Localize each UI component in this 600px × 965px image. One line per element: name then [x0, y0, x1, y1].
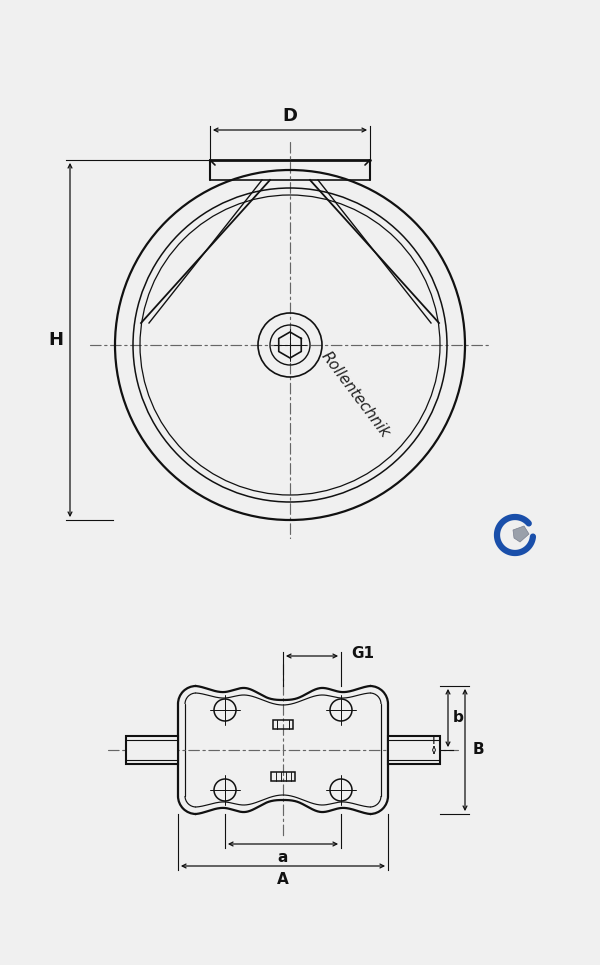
Text: T: T: [430, 733, 438, 747]
Text: H: H: [49, 331, 64, 349]
Polygon shape: [513, 526, 529, 542]
Bar: [271, 771, 295, 781]
Text: G1: G1: [352, 647, 374, 661]
Text: D: D: [283, 107, 298, 125]
Text: b: b: [452, 710, 463, 726]
Text: a: a: [278, 849, 288, 865]
Bar: [388, 736, 440, 764]
Bar: [126, 736, 178, 764]
Text: Rollentechnik: Rollentechnik: [318, 349, 392, 441]
Text: A: A: [277, 871, 289, 887]
Text: B: B: [472, 742, 484, 758]
Bar: [273, 720, 293, 729]
